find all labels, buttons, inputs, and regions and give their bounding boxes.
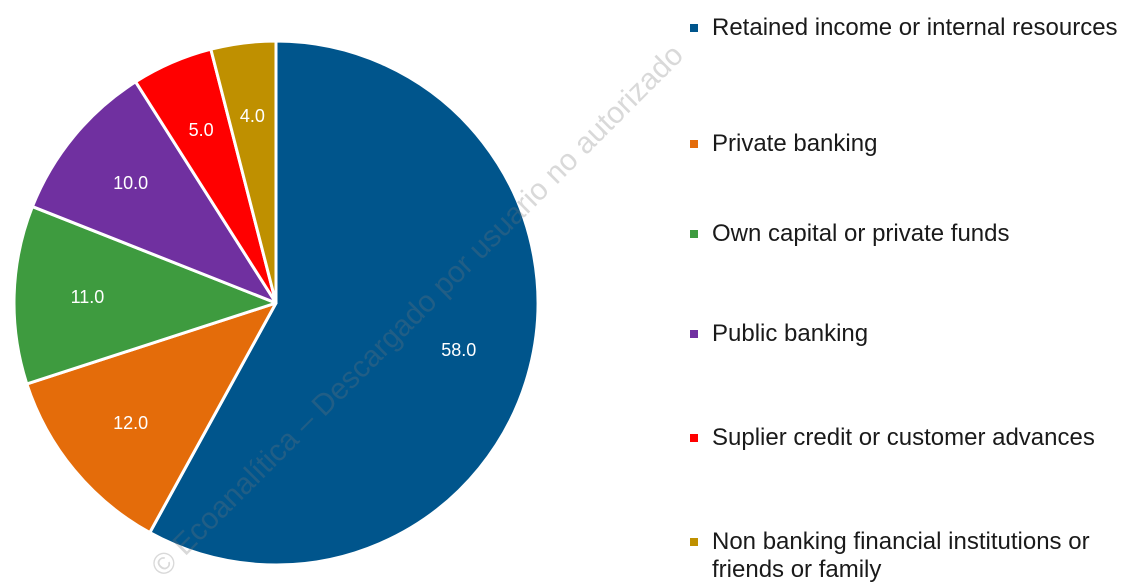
legend-label-4: Suplier credit or customer advances bbox=[712, 424, 1095, 451]
legend-item-4: Suplier credit or customer advances bbox=[690, 424, 1120, 452]
legend-label-0: Retained income or internal resources bbox=[712, 14, 1118, 41]
legend-item-2: Own capital or private funds bbox=[690, 220, 1120, 248]
legend-label-3: Public banking bbox=[712, 320, 869, 347]
legend-label-1: Private banking bbox=[712, 130, 878, 157]
legend-swatch-3 bbox=[690, 330, 698, 338]
legend-swatch-5 bbox=[690, 538, 698, 546]
data-label-2: 11.0 bbox=[71, 287, 105, 307]
data-label-1: 12.0 bbox=[113, 413, 148, 433]
legend-label-5: Non banking financial institutions or fr… bbox=[712, 528, 1090, 583]
pie-data-labels: 58.0 12.0 11.0 10.0 5.0 4.0 bbox=[71, 106, 477, 433]
data-label-3: 10.0 bbox=[113, 173, 148, 193]
data-label-5: 4.0 bbox=[240, 106, 265, 126]
legend-swatch-1 bbox=[690, 140, 698, 148]
pie-slices bbox=[12, 39, 540, 567]
legend-swatch-0 bbox=[690, 24, 698, 32]
data-label-4: 5.0 bbox=[189, 120, 214, 140]
pie-slice-1 bbox=[25, 301, 278, 535]
legend-swatch-4 bbox=[690, 434, 698, 442]
legend-label-2: Own capital or private funds bbox=[712, 220, 1010, 247]
legend-item-5: Non banking financial institutions or fr… bbox=[690, 528, 1120, 584]
legend-item-3: Public banking bbox=[690, 320, 1120, 348]
pie-slice-5 bbox=[209, 39, 278, 305]
pie-slice-0 bbox=[148, 39, 540, 567]
legend-swatch-2 bbox=[690, 230, 698, 238]
legend-item-1: Private banking bbox=[690, 130, 1120, 158]
pie-slice-2 bbox=[12, 205, 278, 386]
legend-item-0: Retained income or internal resources bbox=[690, 14, 1120, 42]
data-label-0: 58.0 bbox=[441, 340, 476, 360]
pie-slice-3 bbox=[30, 80, 278, 305]
